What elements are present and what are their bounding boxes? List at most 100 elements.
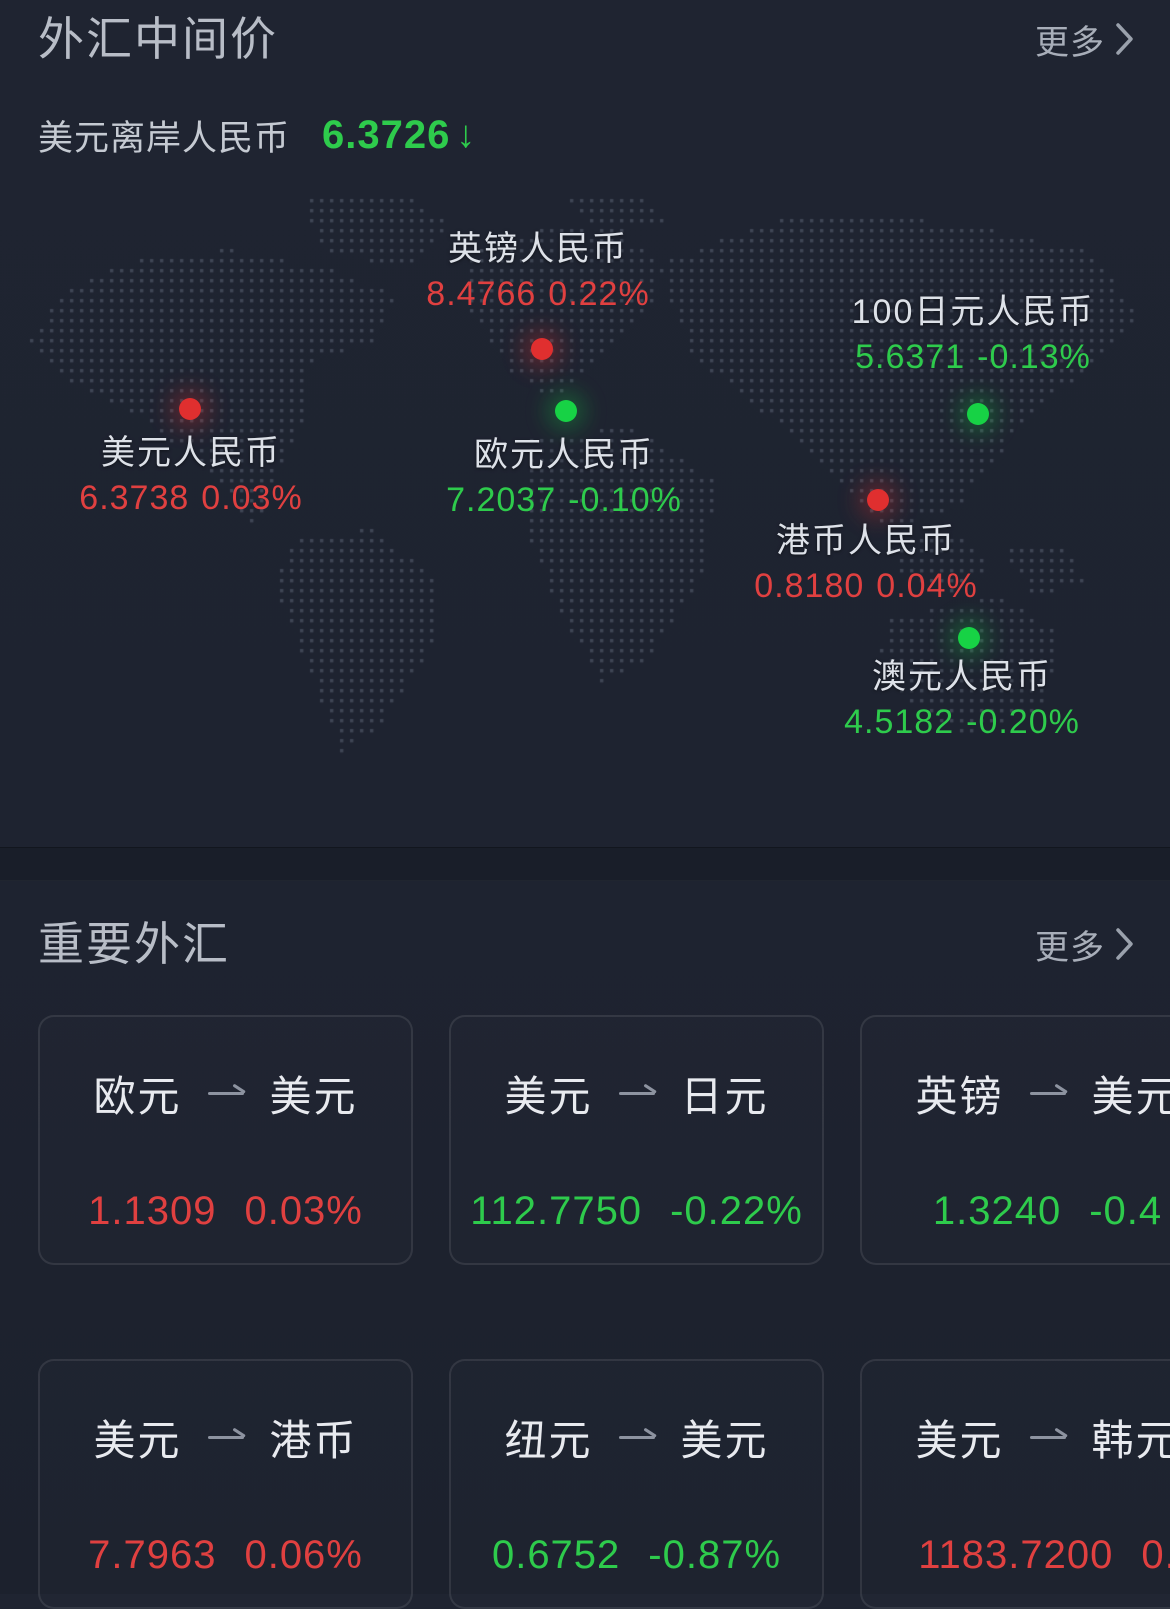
quote-currency: 美元 [681, 1407, 769, 1468]
marker-change: -0.10% [568, 481, 682, 519]
card-change: -0.4 [1089, 1189, 1162, 1234]
right-arrow-icon [619, 1436, 655, 1439]
fx-card[interactable]: 美元 日元 112.7750 -0.22% [449, 1015, 824, 1265]
marker-label: 澳元人民币 [844, 655, 1080, 699]
currency-pair: 欧元 美元 [40, 1065, 411, 1121]
quote-currency: 美元 [1092, 1063, 1170, 1124]
marker-value: 8.4766 [426, 275, 536, 313]
right-arrow-icon [208, 1092, 244, 1095]
base-currency: 纽元 [504, 1407, 592, 1468]
offshore-value: 6.3726 [322, 113, 450, 158]
fx-card[interactable]: 美元 港币 7.7963 0.06% [38, 1359, 413, 1609]
marker-value: 5.6371 [855, 338, 965, 376]
card-value: 0.6752 [492, 1533, 620, 1578]
fx-card[interactable]: 英镑 美元 1.3240 -0.4 [860, 1015, 1170, 1265]
offshore-label: 美元离岸人民币 [38, 110, 290, 161]
section-title-fx-mid: 外汇中间价 [38, 12, 278, 66]
card-change: 0.06% [244, 1533, 362, 1578]
marker-quote-line: 6.3738 0.03% [79, 475, 302, 521]
marker-quote-line: 5.6371 -0.13% [852, 334, 1095, 380]
currency-pair: 美元 韩元 [862, 1409, 1170, 1465]
marker-value: 7.2037 [446, 481, 556, 519]
quote-currency: 美元 [270, 1063, 358, 1124]
fx-mid-header: 外汇中间价 更多 [0, 0, 1170, 66]
marker-dot [867, 489, 889, 511]
more-label: 更多 [1035, 920, 1105, 969]
marker-quote-line: 8.4766 0.22% [426, 271, 649, 317]
marker-change: 0.04% [876, 567, 977, 605]
marker-change: -0.20% [966, 703, 1080, 741]
marker-dot [179, 398, 201, 420]
marker-value: 0.8180 [754, 567, 864, 605]
card-quote-line: 7.7963 0.06% [40, 1533, 411, 1578]
base-currency: 英镑 [915, 1063, 1003, 1124]
card-quote-line: 1183.7200 0. [862, 1533, 1170, 1578]
marker-text: 英镑人民币 8.4766 0.22% [426, 227, 649, 317]
card-value: 1.1309 [88, 1189, 216, 1234]
marker-text: 美元人民币 6.3738 0.03% [79, 431, 302, 521]
marker-dot [967, 403, 989, 425]
marker-label: 100日元人民币 [852, 290, 1095, 334]
card-change: -0.22% [670, 1189, 803, 1234]
chevron-right-icon [1115, 22, 1135, 56]
marker-text: 澳元人民币 4.5182 -0.20% [844, 655, 1080, 745]
marker-label: 美元人民币 [79, 431, 302, 475]
card-change: -0.87% [648, 1533, 781, 1578]
card-quote-line: 1.3240 -0.4 [862, 1189, 1170, 1234]
right-arrow-icon [208, 1436, 244, 1439]
quote-currency: 日元 [681, 1063, 769, 1124]
marker-change: -0.13% [977, 338, 1091, 376]
base-currency: 美元 [504, 1063, 592, 1124]
marker-label: 欧元人民币 [446, 433, 682, 477]
marker-text: 港币人民币 0.8180 0.04% [754, 519, 977, 609]
marker-dot [958, 627, 980, 649]
card-value: 112.7750 [470, 1189, 642, 1234]
base-currency: 欧元 [93, 1063, 181, 1124]
card-quote-line: 1.1309 0.03% [40, 1189, 411, 1234]
fx-cards-row-1: 欧元 美元 1.1309 0.03% 美元 日元 112.7750 -0.22%… [0, 1015, 1170, 1265]
card-value: 1183.7200 [918, 1533, 1113, 1578]
down-arrow-icon: ↓ [456, 114, 475, 157]
marker-quote-line: 4.5182 -0.20% [844, 699, 1080, 745]
base-currency: 美元 [915, 1407, 1003, 1468]
quote-currency: 韩元 [1092, 1407, 1170, 1468]
marker-label: 英镑人民币 [426, 227, 649, 271]
card-change: 0. [1141, 1533, 1170, 1578]
marker-quote-line: 0.8180 0.04% [754, 563, 977, 609]
fx-card[interactable]: 欧元 美元 1.1309 0.03% [38, 1015, 413, 1265]
base-currency: 美元 [93, 1407, 181, 1468]
currency-pair: 纽元 美元 [451, 1409, 822, 1465]
marker-quote-line: 7.2037 -0.10% [446, 477, 682, 523]
marker-dot [531, 338, 553, 360]
marker-value: 4.5182 [844, 703, 954, 741]
more-button-important-fx[interactable]: 更多 [1035, 920, 1135, 969]
important-fx-header: 重要外汇 更多 [0, 917, 1170, 971]
marker-text: 欧元人民币 7.2037 -0.10% [446, 433, 682, 523]
card-value: 7.7963 [88, 1533, 216, 1578]
more-button-fx-mid[interactable]: 更多 [1035, 15, 1135, 64]
currency-pair: 美元 港币 [40, 1409, 411, 1465]
card-change: 0.03% [244, 1189, 362, 1234]
quote-currency: 港币 [270, 1407, 358, 1468]
currency-pair: 英镑 美元 [862, 1065, 1170, 1121]
currency-pair: 美元 日元 [451, 1065, 822, 1121]
marker-label: 港币人民币 [754, 519, 977, 563]
fx-card[interactable]: 纽元 美元 0.6752 -0.87% [449, 1359, 824, 1609]
card-quote-line: 0.6752 -0.87% [451, 1533, 822, 1578]
right-arrow-icon [619, 1092, 655, 1095]
fx-card[interactable]: 美元 韩元 1183.7200 0. [860, 1359, 1170, 1609]
fx-cards-row-2: 美元 港币 7.7963 0.06% 纽元 美元 0.6752 -0.87% 美… [0, 1359, 1170, 1609]
right-arrow-icon [1030, 1436, 1066, 1439]
right-arrow-icon [1030, 1092, 1066, 1095]
marker-change: 0.03% [201, 479, 302, 517]
more-label: 更多 [1035, 15, 1105, 64]
offshore-cny-row[interactable]: 美元离岸人民币 6.3726 ↓ [0, 110, 1170, 161]
marker-text: 100日元人民币 5.6371 -0.13% [852, 290, 1095, 380]
marker-dot [555, 400, 577, 422]
marker-value: 6.3738 [79, 479, 189, 517]
section-title-important-fx: 重要外汇 [38, 917, 230, 971]
card-value: 1.3240 [933, 1189, 1061, 1234]
marker-change: 0.22% [548, 275, 649, 313]
